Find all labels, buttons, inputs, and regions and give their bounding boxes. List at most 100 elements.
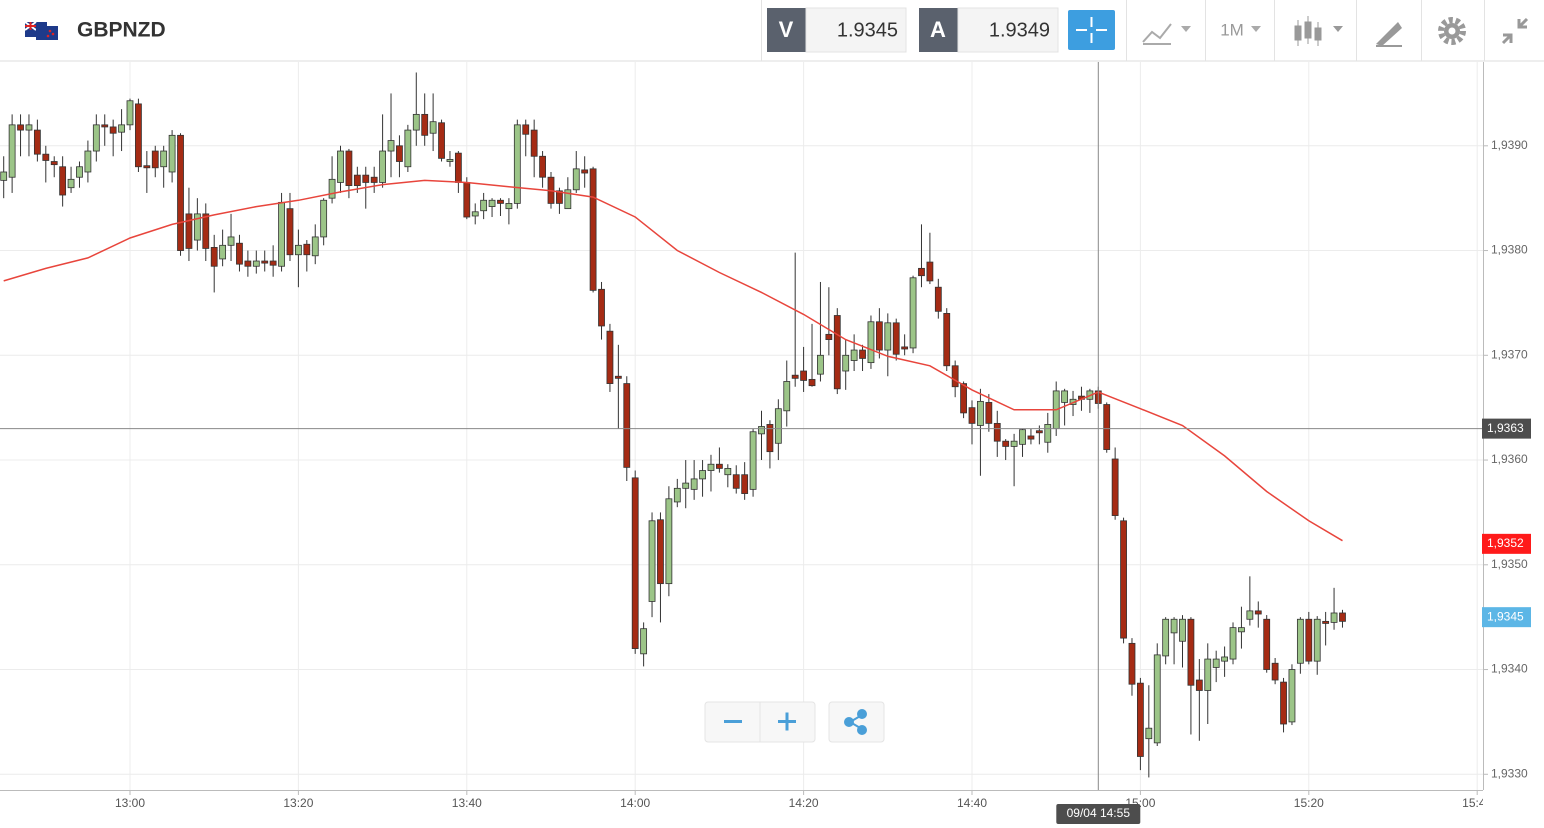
candle-body (370, 176, 378, 183)
candle-body (1238, 627, 1245, 633)
candle-body (33, 129, 41, 155)
candle-body (758, 426, 765, 435)
candle-body (892, 322, 900, 355)
candle-body (774, 408, 782, 444)
candle-body (1137, 682, 1144, 757)
x-tick-label: 14:00 (620, 796, 650, 810)
candle-body (160, 150, 168, 168)
candle-body (1170, 618, 1178, 634)
candle-body (749, 431, 757, 490)
candle-body (177, 134, 184, 251)
candle-body (1271, 662, 1279, 681)
candle-body (118, 124, 125, 133)
candle-body (50, 161, 58, 166)
candle-body (833, 315, 841, 390)
candle-body (513, 124, 521, 204)
candle-body (1061, 390, 1069, 403)
bid-value-box[interactable] (805, 7, 907, 53)
candle-body (320, 199, 328, 238)
candle-body (581, 169, 589, 174)
y-tick-label: 1,9340 (1491, 662, 1528, 676)
ask-value-box[interactable] (957, 7, 1059, 53)
bid-price: 1.9345 (837, 19, 898, 41)
candle-body (126, 100, 134, 126)
candle-body (657, 519, 664, 585)
candle-body (42, 153, 50, 161)
candle-body (918, 267, 925, 277)
candle-body (539, 155, 546, 178)
indicator-button[interactable] (1142, 23, 1191, 45)
candle-body (732, 474, 740, 489)
candle-body (1153, 654, 1161, 744)
moving-average (3, 179, 1343, 542)
candle-body (337, 150, 344, 183)
bid-box[interactable] (767, 8, 806, 52)
zoom-in[interactable] (778, 712, 796, 731)
candle-body (1044, 424, 1052, 443)
crosshair-time-box (1056, 804, 1141, 824)
candle-body (286, 208, 294, 256)
candle-body (943, 312, 951, 367)
candle-body (1322, 620, 1330, 624)
candle-body (67, 178, 75, 189)
candle-body (960, 383, 967, 414)
candle-body (463, 182, 471, 218)
candle-body (1128, 642, 1136, 685)
settings-button[interactable] (1438, 17, 1466, 45)
candle-body (59, 166, 67, 196)
candle-body (1296, 618, 1304, 664)
candle-body (985, 402, 993, 424)
candle-body (909, 277, 917, 349)
x-tick-label: 15:20 (1294, 796, 1324, 810)
draw-button[interactable] (1376, 22, 1402, 47)
candle-body (589, 168, 597, 291)
separator (1356, 0, 1357, 61)
separator (1274, 0, 1275, 61)
candle-body (977, 400, 984, 426)
candle-body (1145, 727, 1153, 740)
candle-body (522, 124, 530, 135)
crosshair-button[interactable] (1068, 10, 1115, 50)
x-tick-label: 13:20 (283, 796, 313, 810)
candle-body (412, 113, 420, 131)
chart-type-button[interactable] (1294, 16, 1343, 46)
candle-body (353, 174, 361, 187)
timeframe[interactable]: 1M (1220, 20, 1244, 39)
share-button[interactable] (844, 709, 867, 735)
candle-body (968, 407, 976, 424)
candle-body (1035, 430, 1043, 434)
candle-body (800, 370, 807, 381)
candle-body (143, 165, 151, 169)
ask-price: 1.9349 (989, 19, 1050, 41)
candle-body (623, 383, 631, 468)
candle-body (926, 261, 934, 282)
candle-body (572, 168, 580, 191)
ask-box[interactable] (919, 8, 958, 52)
zoom-out[interactable] (724, 720, 742, 723)
candle-body (151, 150, 159, 169)
price-tag-label: 1,9345 (1487, 609, 1524, 623)
candle-body (598, 288, 605, 327)
candle-body (1187, 618, 1195, 686)
bid-label: V (779, 17, 794, 42)
candle-body (84, 150, 92, 173)
candle-body (429, 121, 437, 134)
x-tick-label: 14:20 (789, 796, 819, 810)
candle-body (1246, 610, 1254, 620)
candle-body (210, 247, 218, 267)
collapse-button[interactable] (1501, 17, 1529, 45)
candle-body (236, 242, 243, 265)
candle-body (993, 422, 1001, 442)
price-tag-label: 1,9352 (1487, 536, 1524, 550)
separator (1126, 0, 1127, 61)
symbol: GBPNZD (77, 19, 166, 42)
candle-body (1263, 618, 1271, 670)
candle-body (396, 145, 403, 162)
candle-body (471, 211, 479, 217)
candle-body (724, 468, 732, 476)
candle-body (1212, 658, 1220, 668)
candle-body (1254, 610, 1262, 615)
candle-body (261, 260, 269, 264)
candle-body (193, 213, 201, 241)
candle-body (109, 126, 117, 134)
